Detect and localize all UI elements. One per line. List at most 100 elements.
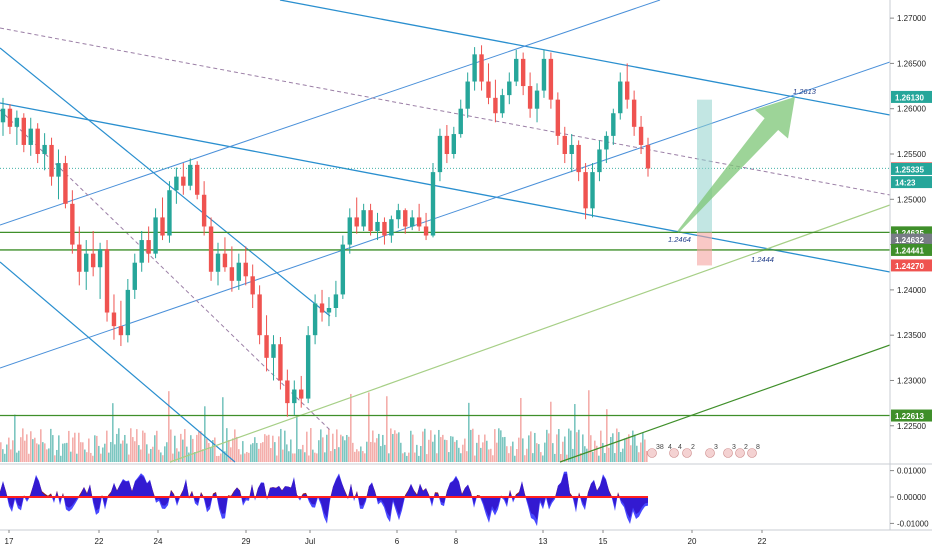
projection-layer bbox=[677, 96, 795, 266]
candle bbox=[312, 294, 318, 345]
volume-bar bbox=[388, 453, 390, 462]
event-flag: 3 bbox=[723, 444, 736, 458]
volume-bar bbox=[292, 453, 294, 462]
volume-bar bbox=[450, 436, 452, 462]
volume-bar bbox=[206, 438, 208, 462]
volume-bar bbox=[200, 431, 202, 462]
candle-body bbox=[7, 108, 13, 127]
volume-bar bbox=[406, 455, 408, 462]
candle bbox=[285, 369, 290, 417]
candle bbox=[500, 88, 505, 118]
event-flags: 38 4 4 2 3 3 2 8 bbox=[647, 444, 760, 458]
volume-bar bbox=[0, 442, 2, 462]
candle-body bbox=[500, 95, 505, 114]
volume-bar bbox=[58, 435, 60, 462]
candle bbox=[618, 72, 623, 120]
volume-bar bbox=[34, 437, 36, 462]
candle bbox=[222, 237, 228, 272]
trend-line-descending-2 bbox=[0, 261, 236, 463]
candle-body bbox=[56, 163, 61, 177]
candle bbox=[389, 215, 394, 243]
volume-bar bbox=[620, 451, 622, 462]
volume-bar bbox=[320, 429, 322, 462]
volume-bar bbox=[6, 444, 8, 462]
candle-body bbox=[63, 163, 68, 204]
volume-bar bbox=[580, 453, 582, 462]
candle bbox=[347, 208, 352, 254]
candle-body bbox=[146, 240, 151, 254]
candle-body bbox=[583, 172, 588, 209]
candle-body bbox=[638, 126, 644, 145]
volume-bar bbox=[130, 428, 132, 462]
volume-bar bbox=[10, 449, 12, 462]
volume-bar bbox=[396, 433, 398, 462]
event-flag: 3 bbox=[705, 444, 718, 458]
candle-body bbox=[21, 117, 27, 145]
volume-bar bbox=[338, 447, 340, 462]
volume-bar bbox=[380, 446, 382, 462]
volume-bar bbox=[460, 453, 462, 462]
volume-bar bbox=[558, 429, 560, 462]
volume-bar bbox=[30, 431, 32, 462]
oscillator-area-positive bbox=[0, 471, 648, 527]
volume-bar bbox=[272, 435, 274, 462]
trend-line-ascending-1 bbox=[0, 0, 661, 226]
volume-bar bbox=[172, 453, 174, 462]
candle bbox=[527, 72, 533, 118]
volume-bar bbox=[410, 430, 412, 462]
volume-bar bbox=[440, 437, 442, 462]
volume-bar bbox=[642, 432, 644, 462]
volume-bar bbox=[490, 448, 492, 462]
candle bbox=[250, 264, 255, 308]
volume-bar bbox=[104, 443, 106, 462]
candle bbox=[638, 115, 644, 154]
candle-body bbox=[70, 203, 75, 245]
candle bbox=[631, 90, 637, 136]
volume-bar bbox=[42, 442, 44, 462]
volume-bar bbox=[142, 430, 144, 462]
candle-body bbox=[160, 217, 165, 236]
volume-bar bbox=[634, 434, 636, 462]
volume-bar bbox=[386, 396, 388, 462]
candle bbox=[236, 253, 242, 290]
price-annotation: 1.2444 bbox=[751, 255, 774, 264]
volume-bar bbox=[300, 449, 302, 462]
price-label-text: 14:23 bbox=[895, 179, 916, 188]
candle bbox=[368, 203, 373, 236]
volume-bar bbox=[484, 434, 486, 462]
volume-bar bbox=[498, 428, 500, 462]
candle-body bbox=[451, 134, 457, 154]
volume-bar bbox=[340, 434, 342, 462]
candle bbox=[534, 83, 540, 123]
volume-bar bbox=[306, 431, 308, 462]
volume-bar bbox=[138, 445, 140, 462]
volume-bar bbox=[240, 454, 242, 462]
candle bbox=[465, 72, 470, 118]
volume-bar bbox=[588, 390, 590, 462]
candle bbox=[208, 217, 214, 281]
volume-bar bbox=[86, 452, 88, 462]
channel-line-upper bbox=[279, 0, 891, 116]
volume-bar bbox=[126, 443, 128, 462]
volume-bar bbox=[18, 450, 20, 462]
volume-bar bbox=[102, 447, 104, 462]
price-label-bg bbox=[891, 162, 932, 175]
y-tick-label: 1.26500 bbox=[897, 59, 926, 68]
volume-bar bbox=[578, 429, 580, 462]
candle-body bbox=[305, 335, 311, 399]
volume-bar bbox=[478, 434, 480, 462]
volume-bar bbox=[422, 431, 424, 462]
candle bbox=[42, 133, 47, 171]
volume-bar bbox=[482, 442, 484, 462]
oscillator-pane bbox=[0, 463, 932, 527]
volume-bar bbox=[238, 449, 240, 462]
x-tick-label: 24 bbox=[154, 537, 163, 546]
x-tick-label: 6 bbox=[395, 537, 400, 546]
candle-body bbox=[236, 262, 242, 281]
candle-body bbox=[611, 113, 616, 136]
volume-bar bbox=[392, 433, 394, 462]
volume-bar bbox=[224, 451, 226, 462]
volume-bar bbox=[538, 444, 540, 462]
